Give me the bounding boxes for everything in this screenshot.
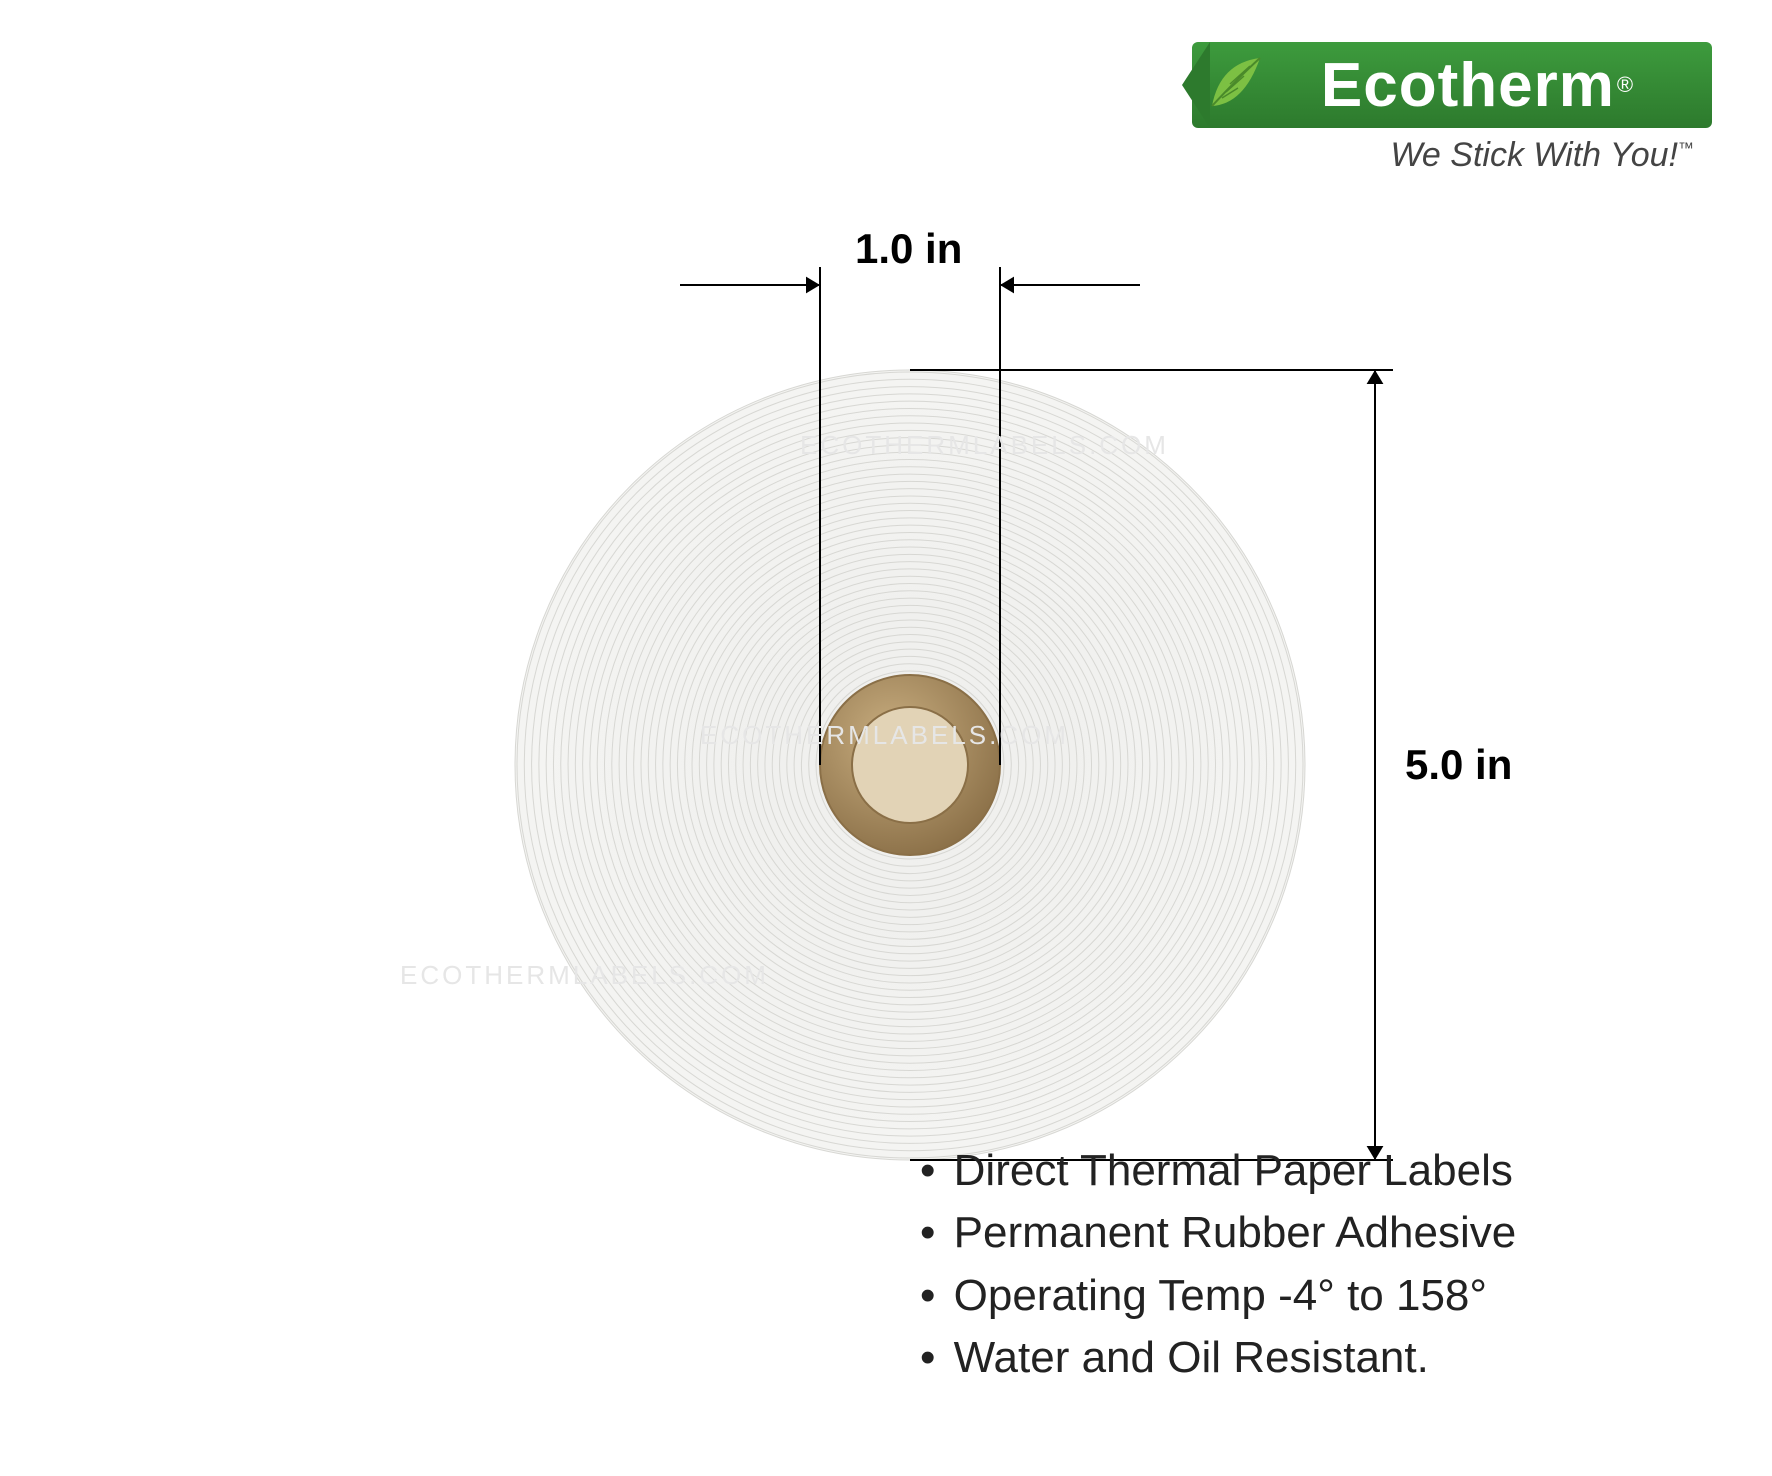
leaf-icon — [1200, 48, 1272, 120]
core-diameter-label: 1.0 in — [855, 225, 962, 273]
feature-item: • Water and Oil Resistant. — [920, 1327, 1740, 1389]
brand-tagline: We Stick With You!™ — [1192, 136, 1712, 175]
feature-text: Water and Oil Resistant. — [954, 1333, 1429, 1382]
watermark-text: ECOTHERMLABELS.COM — [800, 430, 1169, 461]
brand-name: Ecotherm — [1321, 50, 1615, 121]
brand-logo: Ecotherm ® We Stick With You!™ — [1192, 42, 1712, 175]
outer-diameter-label: 5.0 in — [1405, 741, 1512, 789]
feature-text: Operating Temp -4° to 158° — [954, 1271, 1487, 1320]
bullet-icon: • — [920, 1146, 935, 1195]
product-spec-canvas: Ecotherm ® We Stick With You!™ 1.0 in 5.… — [0, 0, 1772, 1476]
feature-item: • Direct Thermal Paper Labels — [920, 1140, 1740, 1202]
tagline-text: We Stick With You! — [1390, 136, 1678, 174]
feature-list: • Direct Thermal Paper Labels • Permanen… — [920, 1140, 1740, 1390]
feature-item: • Permanent Rubber Adhesive — [920, 1202, 1740, 1264]
trademark-symbol: ™ — [1678, 141, 1694, 158]
feature-item: • Operating Temp -4° to 158° — [920, 1265, 1740, 1327]
watermark-text: ECOTHERMLABELS.COM — [400, 960, 769, 991]
roll-dimension-diagram — [310, 245, 1510, 1145]
feature-text: Permanent Rubber Adhesive — [954, 1208, 1517, 1257]
logo-banner: Ecotherm ® — [1192, 42, 1712, 128]
bullet-icon: • — [920, 1208, 935, 1257]
bullet-icon: • — [920, 1333, 935, 1382]
watermark-text: ECOTHERMLABELS.COM — [700, 720, 1069, 751]
registered-mark: ® — [1617, 72, 1633, 98]
bullet-icon: • — [920, 1271, 935, 1320]
feature-text: Direct Thermal Paper Labels — [954, 1146, 1513, 1195]
